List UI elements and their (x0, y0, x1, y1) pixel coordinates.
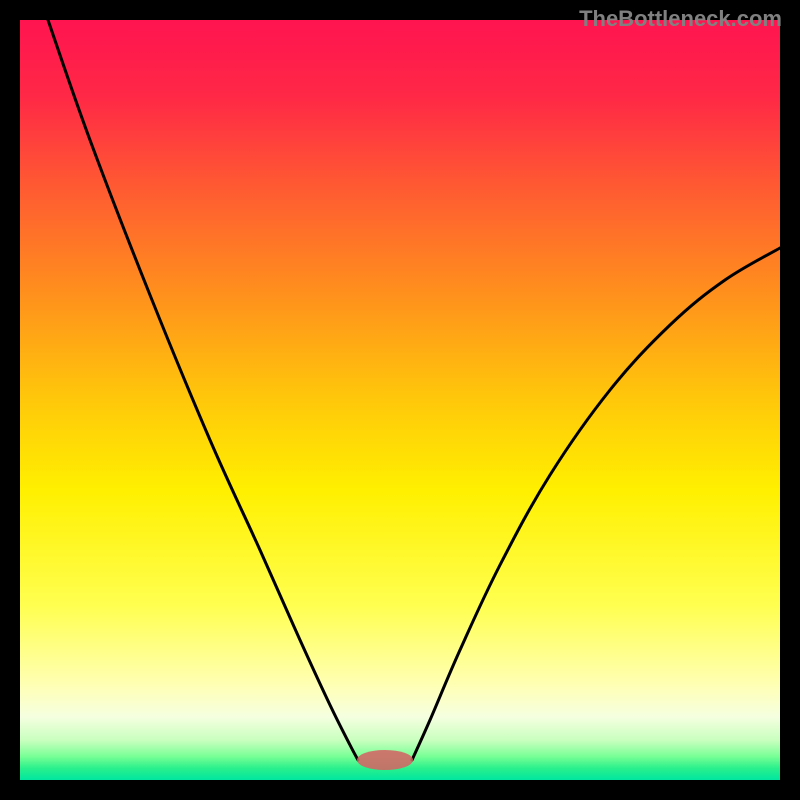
chart-container: TheBottleneck.com (0, 0, 800, 800)
bottleneck-chart (0, 0, 800, 800)
minimum-marker (357, 750, 413, 770)
plot-background (20, 20, 780, 780)
watermark-text: TheBottleneck.com (579, 6, 782, 32)
